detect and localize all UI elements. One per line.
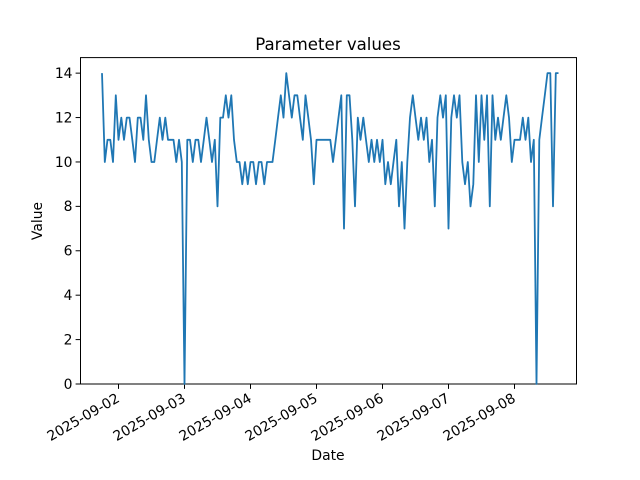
x-tick-label: 2025-09-07 (375, 391, 453, 445)
y-tick-label: 6 (64, 244, 73, 260)
y-tick-label: 14 (55, 66, 73, 82)
x-tick-label: 2025-09-03 (111, 391, 189, 445)
axes-frame (80, 57, 577, 385)
y-tick-label: 12 (55, 110, 73, 126)
y-tick-label: 10 (55, 155, 73, 171)
y-tick-label: 0 (64, 377, 73, 393)
x-tick-label: 2025-09-06 (309, 391, 387, 445)
y-axis-label: Value (30, 201, 46, 241)
y-tick-label: 8 (64, 199, 73, 215)
chart-title: Parameter values (255, 35, 401, 54)
x-tick-label: 2025-09-02 (45, 391, 123, 445)
x-tick-label: 2025-09-04 (177, 391, 255, 445)
parameter-values-line (101, 72, 559, 385)
x-axis-label: Date (311, 448, 345, 464)
y-tick-label: 2 (64, 332, 73, 348)
x-tick-label: 2025-09-05 (243, 391, 321, 445)
x-tick-label: 2025-09-08 (441, 391, 519, 445)
y-tick-label: 4 (64, 288, 73, 304)
